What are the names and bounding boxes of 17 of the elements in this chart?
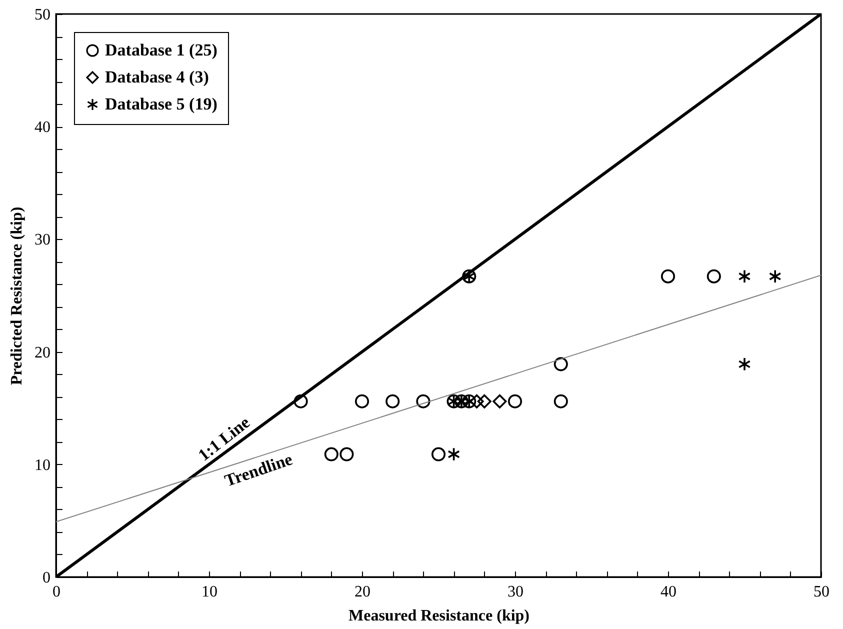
x-tick-label: 30 xyxy=(508,584,524,600)
legend-label: Database 4 (3) xyxy=(105,68,209,86)
legend-label: Database 1 (25) xyxy=(105,40,218,60)
x-tick-label: 10 xyxy=(202,584,218,600)
x-tick-label: 20 xyxy=(354,584,370,600)
y-tick-label: 0 xyxy=(42,570,50,586)
y-axis-title: Predicted Resistance (kip) xyxy=(8,206,26,386)
y-tick-label: 20 xyxy=(34,344,50,362)
x-axis-title: Measured Resistance (kip) xyxy=(348,608,530,624)
y-tick-label: 50 xyxy=(34,6,50,24)
annotation: 1:1 Line xyxy=(194,412,254,465)
y-tick-label: 40 xyxy=(34,119,50,136)
x-tick-label: 50 xyxy=(814,584,830,600)
y-tick-label: 10 xyxy=(34,456,50,474)
legend-label: Database 5 (19) xyxy=(105,94,218,114)
x-tick-label: 40 xyxy=(660,584,676,600)
y-tick-label: 30 xyxy=(34,232,50,249)
